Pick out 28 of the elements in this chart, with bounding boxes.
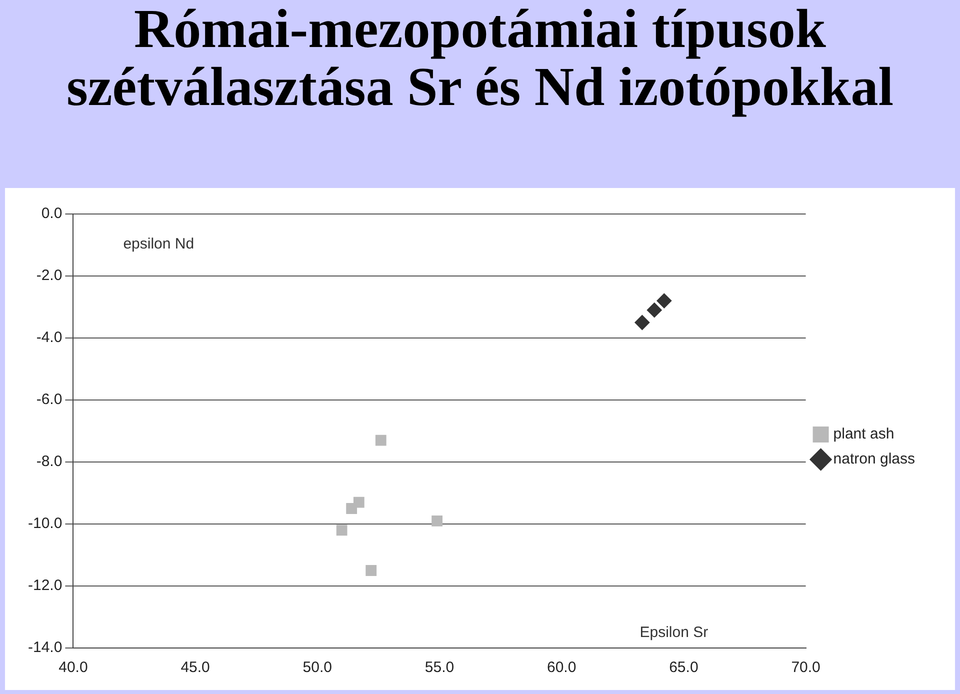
x-axis-title: Epsilon Sr: [640, 624, 708, 641]
y-tick-label: -10.0: [28, 515, 62, 532]
x-tick-label: 60.0: [546, 659, 576, 676]
y-tick-label: -12.0: [28, 577, 62, 594]
point: [656, 293, 672, 308]
point: [646, 302, 662, 318]
legend-label: natron glass: [833, 450, 915, 468]
point: [634, 315, 650, 330]
point: [346, 503, 358, 514]
x-tick-label: 55.0: [424, 659, 454, 676]
legend-label: plant ash: [833, 426, 894, 443]
y-tick-label: -4.0: [36, 329, 62, 346]
x-tick-label: 70.0: [791, 659, 820, 676]
y-tick-label: 0.0: [41, 205, 62, 222]
chart-title: Római-mezopotámiai típusok szétválasztása Sr és Nd izotópokkal: [65, 0, 895, 119]
point: [366, 565, 377, 576]
point: [375, 434, 386, 446]
y-tick-label: -6.0: [36, 391, 62, 408]
x-tick-label: 45.0: [180, 659, 210, 676]
point: [336, 524, 348, 536]
y-tick-label: -2.0: [36, 267, 62, 284]
y-axis-title: epsilon Nd: [123, 236, 194, 253]
x-tick-label: 50.0: [302, 659, 332, 676]
point: [432, 515, 442, 526]
y-tick-label: -14.0: [28, 639, 62, 656]
x-tick-label: 40.0: [58, 659, 88, 676]
x-tick-label: 65.0: [669, 659, 698, 676]
y-tick-label: -8.0: [36, 453, 62, 470]
